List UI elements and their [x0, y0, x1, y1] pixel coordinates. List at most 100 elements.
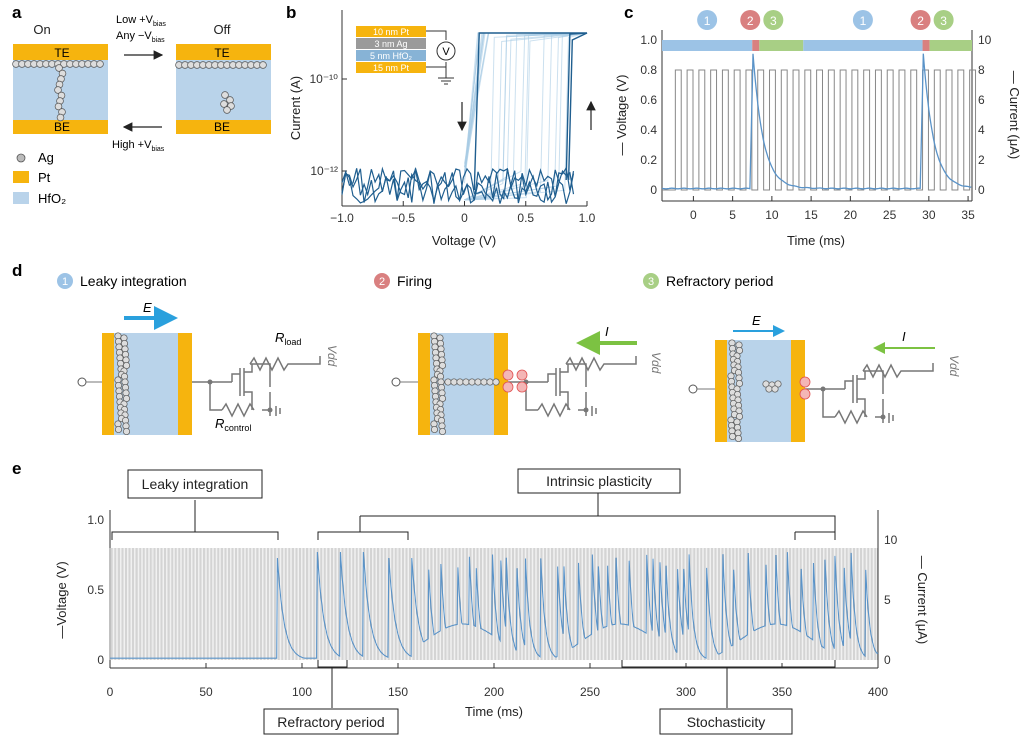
c-left-axis-label: — Voltage (V) — [614, 75, 629, 156]
c-ytick-left: 0.6 — [640, 93, 657, 107]
c-x-axis-label: Time (ms) — [787, 233, 845, 248]
c-ytick-right: 2 — [978, 153, 985, 167]
e-right-axis-label: — Current (μA) — [915, 556, 930, 644]
legend-hfo2-swatch — [13, 192, 29, 204]
legend-pt-label: Pt — [38, 170, 51, 185]
charge-icon — [502, 369, 514, 381]
c-right-axis-label: — Current (μA) — [1007, 71, 1022, 159]
annot-stochastic-box — [659, 708, 793, 735]
c-current-trace — [661, 53, 972, 190]
b-xtick-label: −0.5 — [391, 211, 415, 225]
arrow-bottom-text: High +Vbias — [112, 139, 165, 153]
stack-layer-ag — [356, 38, 426, 49]
c-ytick-right: 6 — [978, 93, 985, 107]
b-main-curve — [341, 167, 575, 204]
circuit-leaky: E Rload Rcontrol — [77, 300, 321, 436]
junction-dot — [207, 379, 213, 385]
annot-refractory-box — [263, 708, 399, 735]
charge-icon — [516, 369, 528, 381]
e-xtick-label: 300 — [676, 685, 696, 699]
phase-1-badge — [57, 273, 73, 289]
r-control-label: Rcontrol — [215, 416, 251, 433]
c-phase-badge — [852, 10, 873, 30]
ag-particle — [55, 64, 63, 72]
c-phase-number: 3 — [770, 14, 777, 28]
e-x-axis-label: Time (ms) — [465, 704, 523, 719]
c-phase-segment — [929, 40, 972, 51]
c-phase-segment — [752, 40, 760, 51]
ag-particle — [56, 113, 65, 122]
e-current-path — [110, 551, 879, 659]
c-phase-number: 2 — [917, 14, 924, 28]
te-label-on: TE — [54, 46, 69, 60]
ag-filament-on — [12, 60, 104, 122]
c-ytick-right: 4 — [978, 123, 985, 137]
voltmeter-icon — [436, 41, 456, 61]
c-xtick-label: 10 — [765, 208, 779, 222]
c-phase-segment — [922, 40, 930, 51]
phase-3-title: Refractory period — [666, 273, 773, 289]
vdd-label: Vdd — [947, 355, 961, 377]
junction-dot — [820, 386, 826, 392]
current-i-2: I — [605, 324, 609, 339]
stack-text-2: 3 nm Ag — [374, 39, 407, 49]
ag-particle — [122, 427, 131, 436]
current-i-3: I — [902, 329, 906, 344]
ag-particle — [462, 378, 470, 386]
phase-2-number: 2 — [379, 276, 385, 288]
te-label-off: TE — [214, 46, 229, 60]
b-faint-curve — [464, 32, 588, 201]
phase-1-number: 1 — [62, 276, 68, 288]
c-phase-badge — [910, 10, 931, 30]
annot-leaky: Leaky integration — [142, 476, 249, 492]
ag-particle — [221, 91, 229, 99]
ag-particle — [444, 378, 452, 386]
resistor-icon — [834, 363, 934, 425]
ag-particle — [734, 434, 743, 443]
resistor-icon — [537, 356, 637, 418]
ag-particle — [54, 102, 63, 111]
panel-e: e 0 50 100 150 200 250 300 350 400 0 0.5 1.0 0 5 10 Ti… — [12, 459, 930, 735]
legend-ag-label: Ag — [38, 150, 54, 165]
e-ytick-left: 0 — [97, 653, 104, 667]
b-main-curve — [341, 166, 575, 204]
stack-text-4: 15 nm Pt — [373, 63, 410, 73]
ag-particle — [226, 96, 234, 104]
arrow-top-text-1: Low +Vbias — [116, 14, 166, 28]
be-label-off: BE — [214, 120, 230, 134]
e-ytick-right: 10 — [884, 533, 898, 547]
e-brackets — [111, 490, 836, 708]
c-phase-badge — [933, 10, 954, 30]
panel-c: c 0 5 10 15 20 25 30 3500.20.40.60.81.00246810 … — [614, 3, 1022, 248]
panel-letter-a: a — [12, 3, 22, 22]
annot-stochastic: Stochasticity — [687, 714, 766, 730]
e-xtick-label: 350 — [772, 685, 792, 699]
panel-letter-c: c — [624, 3, 633, 22]
b-main-loop-2 — [567, 32, 588, 181]
ag-particle — [765, 385, 773, 393]
circuit-firing: I — [391, 324, 637, 436]
stack-layer-hfo2 — [356, 50, 426, 61]
c-phase-segment — [759, 40, 804, 51]
c-phase-number: 1 — [860, 14, 867, 28]
b-x-ticks: −1.0 −0.5 0 0.5 1.0 — [330, 201, 596, 225]
ag-particle — [486, 378, 494, 386]
resistor-icon — [221, 356, 321, 418]
vdd-label: Vdd — [325, 345, 339, 367]
b-ytick-1e-12: 10⁻¹² — [310, 164, 338, 178]
phase-2-title: Firing — [397, 273, 432, 289]
c-ytick-right: 10 — [978, 33, 992, 47]
ag-particle — [450, 378, 458, 386]
c-xtick-label: 15 — [804, 208, 818, 222]
c-current-path — [661, 53, 972, 190]
c-xtick-label: 35 — [961, 208, 975, 222]
ag-particle — [771, 385, 779, 393]
legend-a: Ag Pt HfO₂ — [13, 150, 66, 206]
b-y-axis-label: Current (A) — [288, 76, 303, 140]
c-ytick-right: 0 — [978, 183, 985, 197]
c-phase-segment — [803, 40, 923, 51]
e-xtick-label: 50 — [199, 685, 213, 699]
phase-1-title: Leaky integration — [80, 273, 187, 289]
legend-ag-swatch — [16, 153, 26, 163]
